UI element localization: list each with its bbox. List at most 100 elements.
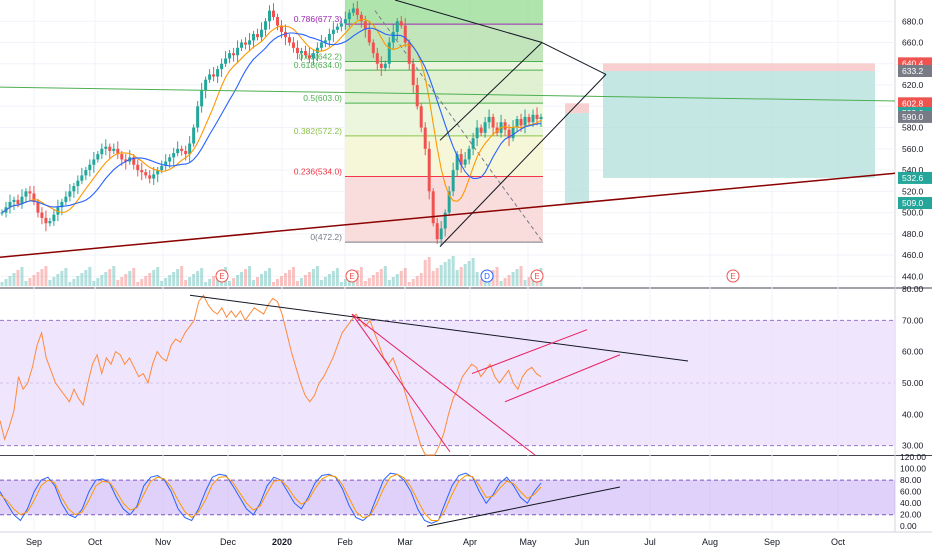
candle-body bbox=[283, 31, 287, 38]
candle-body bbox=[208, 74, 212, 80]
volume-bar bbox=[260, 274, 264, 286]
candle-body bbox=[419, 106, 423, 128]
volume-bar bbox=[371, 275, 375, 286]
event-marker-circle bbox=[345, 269, 359, 283]
volume-bar bbox=[311, 269, 315, 286]
volume-bar bbox=[459, 267, 463, 286]
volume-bar bbox=[271, 282, 275, 286]
candle-body bbox=[224, 58, 228, 64]
candle-body bbox=[248, 40, 252, 45]
rsi-tick-label: 60.00 bbox=[902, 347, 924, 357]
volume-bar bbox=[88, 267, 92, 286]
event-marker-circle bbox=[480, 269, 494, 283]
candle-body bbox=[112, 148, 116, 151]
volume-bar bbox=[36, 272, 40, 286]
volume-bar bbox=[363, 281, 367, 286]
stoch-tick-label: 100.00 bbox=[900, 464, 926, 474]
candle-body bbox=[40, 212, 44, 218]
candle-body bbox=[295, 47, 299, 54]
volume-bar bbox=[455, 270, 459, 286]
stoch-trendline bbox=[426, 486, 621, 527]
volume-bar bbox=[451, 256, 455, 286]
price-badge bbox=[898, 97, 932, 110]
volume-bar bbox=[172, 272, 176, 286]
volume-bar bbox=[503, 278, 507, 286]
volume-bar bbox=[252, 280, 256, 286]
candle-body bbox=[307, 55, 311, 59]
candle-body bbox=[379, 63, 383, 69]
stoch-tick-label: 60.00 bbox=[900, 487, 922, 497]
candle-body bbox=[192, 127, 196, 144]
candle-body bbox=[44, 217, 48, 224]
volume-bar bbox=[495, 267, 499, 286]
candle-body bbox=[535, 114, 539, 120]
candle-body bbox=[20, 196, 24, 205]
candle-body bbox=[275, 17, 279, 26]
volume-bar bbox=[232, 278, 236, 286]
volume-bar bbox=[40, 269, 44, 286]
volume-bar bbox=[80, 273, 84, 286]
candle-body bbox=[383, 63, 387, 69]
rsi-panel bbox=[0, 294, 895, 456]
candle-body bbox=[423, 127, 427, 149]
event-marker-label: E bbox=[219, 272, 224, 281]
volume-bar bbox=[200, 268, 204, 286]
volume-bar bbox=[128, 271, 132, 286]
candle-body bbox=[431, 191, 435, 224]
horizontal-resistance-line bbox=[0, 86, 896, 102]
candle-body bbox=[92, 159, 96, 165]
candle-body bbox=[531, 114, 535, 123]
volume-bar bbox=[144, 276, 148, 286]
candle-body bbox=[415, 85, 419, 107]
volume-bar bbox=[240, 272, 244, 286]
volume-bar bbox=[439, 265, 443, 286]
volume-bar bbox=[264, 271, 268, 286]
volume-bar bbox=[331, 271, 335, 286]
price-tick-label: 540.0 bbox=[902, 165, 924, 175]
volume-bar bbox=[48, 280, 52, 286]
volume-bar bbox=[403, 268, 407, 286]
candle-body bbox=[523, 116, 527, 126]
candle-body bbox=[335, 26, 339, 30]
time-axis[interactable]: Sep Oct Nov Dec 2020 Feb Mar Apr May Jun Jul Aug Sep… bbox=[26, 537, 846, 547]
volume-bar bbox=[499, 281, 503, 286]
candle-body bbox=[407, 42, 411, 64]
price-badge-label: 590.0 bbox=[902, 112, 924, 122]
descending-resistance-line bbox=[394, 0, 543, 43]
position-boxes bbox=[565, 63, 875, 204]
candle-body bbox=[168, 157, 172, 162]
time-tick-label: Oct bbox=[831, 537, 846, 547]
volume-bar bbox=[275, 279, 279, 286]
candle-body bbox=[152, 174, 156, 179]
candle-body bbox=[399, 21, 403, 26]
volume-bar bbox=[76, 276, 80, 286]
volume-bar bbox=[196, 271, 200, 286]
price-axis[interactable]: 440.0 460.0 480.0 500.0 520.0 540.0 560.0 580.0… bbox=[898, 16, 932, 531]
volume-bar bbox=[327, 274, 331, 286]
volume-bar bbox=[463, 264, 467, 286]
candle-body bbox=[315, 47, 319, 54]
candle-body bbox=[228, 53, 232, 59]
volume-bar bbox=[299, 278, 303, 286]
trend-lines bbox=[0, 0, 896, 258]
candle-body bbox=[136, 164, 140, 171]
candle-body bbox=[395, 21, 399, 32]
stochastic-panel bbox=[0, 472, 895, 527]
candle-body bbox=[60, 201, 64, 208]
volume-bar bbox=[164, 278, 168, 286]
candle-body bbox=[299, 51, 303, 54]
candle-body bbox=[375, 53, 379, 64]
candle-body bbox=[36, 201, 40, 213]
stoch-line bbox=[0, 472, 542, 524]
volume-bar bbox=[132, 268, 136, 286]
rsi-tick-label: 80.00 bbox=[902, 284, 924, 294]
volume-bar bbox=[283, 273, 287, 286]
time-tick-label: Dec bbox=[220, 537, 237, 547]
price-badge bbox=[898, 197, 932, 210]
candle-body bbox=[443, 212, 447, 229]
candle-body bbox=[196, 106, 200, 128]
candle-body bbox=[80, 175, 84, 181]
volume-bar bbox=[64, 268, 68, 286]
